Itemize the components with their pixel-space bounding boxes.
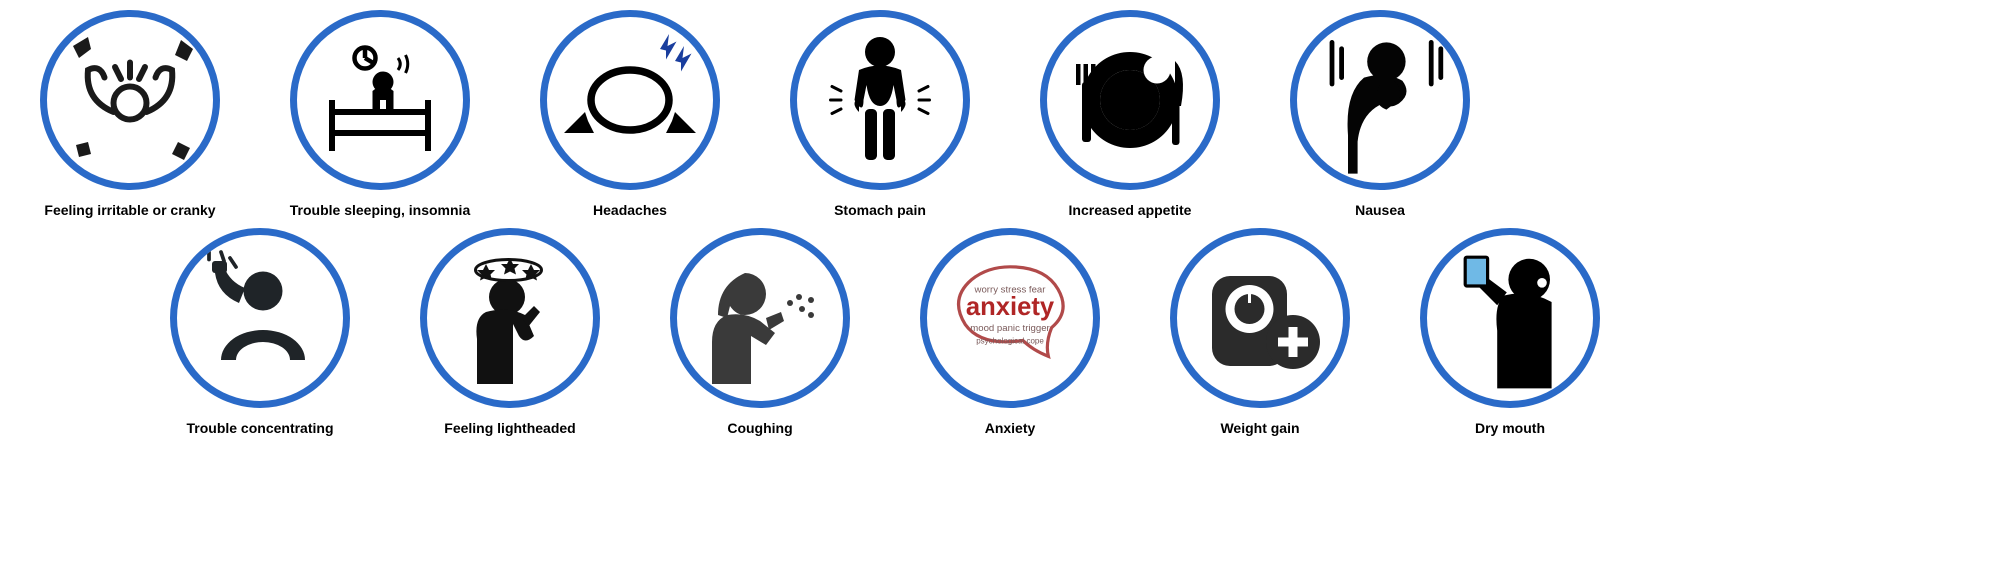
stomach-icon xyxy=(805,25,955,175)
drymouth-icon xyxy=(1430,238,1590,398)
label: Dry mouth xyxy=(1475,420,1545,436)
irritable-icon xyxy=(55,25,205,175)
label: Trouble concentrating xyxy=(186,420,333,436)
item-coughing: Coughing xyxy=(660,228,860,436)
item-insomnia: Trouble sleeping, insomnia xyxy=(280,10,480,218)
label: Coughing xyxy=(727,420,792,436)
item-stomach: Stomach pain xyxy=(780,10,980,218)
item-weightgain: Weight gain xyxy=(1160,228,1360,436)
label: Nausea xyxy=(1355,202,1405,218)
circle xyxy=(1040,10,1220,190)
item-headache: Headaches xyxy=(530,10,730,218)
svg-text:mood panic trigger: mood panic trigger xyxy=(970,323,1050,334)
weightgain-icon xyxy=(1185,243,1335,393)
circle xyxy=(1290,10,1470,190)
item-drymouth: Dry mouth xyxy=(1410,228,1610,436)
label: Headaches xyxy=(593,202,667,218)
label: Increased appetite xyxy=(1069,202,1192,218)
item-appetite: Increased appetite xyxy=(1030,10,1230,218)
item-anxiety: anxiety worry stress fear mood panic tri… xyxy=(910,228,1110,436)
circle xyxy=(790,10,970,190)
symptom-grid: Feeling irritable or cranky xyxy=(20,10,1988,436)
lightheaded-icon xyxy=(435,243,585,393)
anxiety-icon: anxiety worry stress fear mood panic tri… xyxy=(930,238,1090,398)
item-concentrate: Trouble concentrating xyxy=(160,228,360,436)
label: Anxiety xyxy=(985,420,1036,436)
circle xyxy=(540,10,720,190)
circle xyxy=(420,228,600,408)
appetite-icon xyxy=(1055,25,1205,175)
item-nausea: Nausea xyxy=(1280,10,1480,218)
circle xyxy=(290,10,470,190)
item-irritable: Feeling irritable or cranky xyxy=(30,10,230,218)
coughing-icon xyxy=(685,243,835,393)
label: Weight gain xyxy=(1220,420,1299,436)
row-1: Feeling irritable or cranky xyxy=(20,10,1988,218)
insomnia-icon xyxy=(305,25,455,175)
nausea-icon xyxy=(1300,20,1460,180)
circle xyxy=(670,228,850,408)
label: Stomach pain xyxy=(834,202,926,218)
circle xyxy=(1420,228,1600,408)
svg-text:worry stress fear: worry stress fear xyxy=(974,284,1047,295)
circle xyxy=(170,228,350,408)
label: Feeling irritable or cranky xyxy=(44,202,215,218)
svg-text:psychological cope: psychological cope xyxy=(976,337,1044,346)
headache-icon xyxy=(555,25,705,175)
anxiety-word: anxiety xyxy=(966,293,1055,321)
label: Trouble sleeping, insomnia xyxy=(290,202,470,218)
concentrate-icon xyxy=(185,243,335,393)
circle: anxiety worry stress fear mood panic tri… xyxy=(920,228,1100,408)
circle xyxy=(1170,228,1350,408)
circle xyxy=(40,10,220,190)
label: Feeling lightheaded xyxy=(444,420,575,436)
row-2: Trouble concentrating xyxy=(20,228,1988,436)
item-lightheaded: Feeling lightheaded xyxy=(410,228,610,436)
